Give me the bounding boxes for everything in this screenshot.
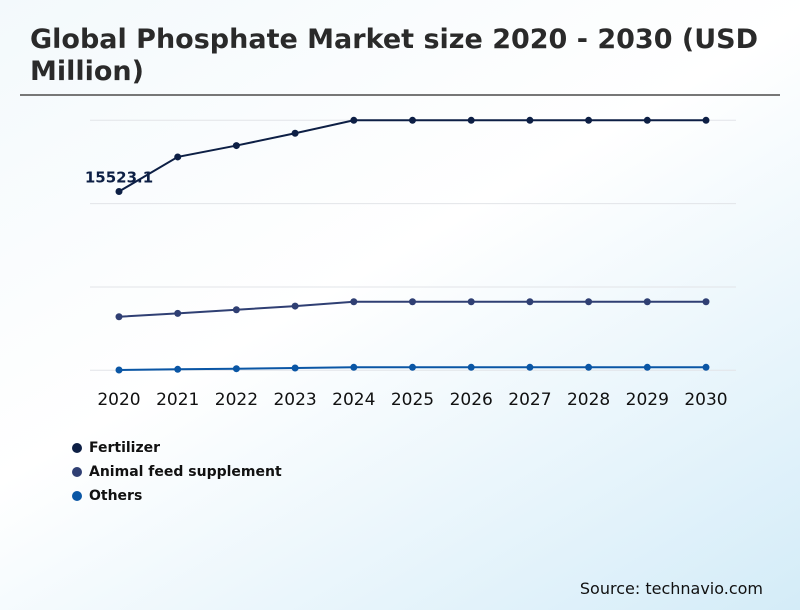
data-point	[526, 298, 534, 306]
x-tick-label: 2022	[215, 390, 258, 410]
data-point	[350, 116, 358, 124]
data-point	[702, 298, 710, 306]
data-label: 15523.1	[85, 169, 153, 187]
x-tick-label: 2028	[567, 390, 610, 410]
x-tick-label: 2021	[156, 390, 199, 410]
data-point	[643, 298, 651, 306]
data-point	[174, 365, 182, 373]
data-point	[467, 116, 475, 124]
legend-label: Animal feed supplement	[89, 464, 282, 480]
data-point	[643, 116, 651, 124]
data-point	[350, 363, 358, 371]
data-point	[467, 363, 475, 371]
data-point	[232, 365, 240, 373]
legend-marker-icon	[72, 467, 82, 477]
x-tick-label: 2025	[391, 390, 434, 410]
data-point	[350, 298, 358, 306]
data-point	[409, 298, 416, 306]
x-tick-label: 2029	[626, 390, 669, 410]
data-point	[115, 188, 123, 196]
data-point	[232, 306, 240, 314]
data-point	[467, 298, 475, 306]
data-point	[409, 363, 416, 371]
source-text: Source: technavio.com	[579, 579, 763, 598]
legend-label: Others	[89, 488, 143, 504]
data-point	[115, 366, 123, 374]
data-point	[643, 363, 651, 371]
legend-label: Fertilizer	[89, 440, 161, 456]
chart-title: Global Phosphate Market size 2020 - 2030…	[30, 24, 759, 87]
data-point	[409, 116, 416, 124]
legend-item: Fertilizer	[72, 436, 282, 460]
data-point	[174, 153, 182, 161]
data-point	[291, 364, 299, 372]
title-divider	[20, 94, 780, 96]
x-tick-label: 2023	[273, 390, 316, 410]
data-point	[232, 142, 240, 150]
data-point	[291, 302, 299, 310]
x-tick-label: 2027	[508, 390, 551, 410]
x-tick-label: 2030	[684, 390, 727, 410]
data-point	[115, 313, 123, 321]
x-tick-label: 2026	[450, 390, 493, 410]
line-chart: 2020 2021 2022 2023 2024 2025 2026 2027 2028 2029…	[85, 116, 736, 410]
x-tick-label: 2020	[97, 390, 140, 410]
data-point	[291, 129, 299, 137]
data-point	[702, 363, 710, 371]
data-point	[585, 116, 593, 124]
data-point	[526, 363, 534, 371]
legend-item: Others	[72, 484, 282, 508]
legend-item: Animal feed supplement	[72, 460, 282, 484]
data-point	[702, 116, 710, 124]
x-tick-label: 2024	[332, 390, 375, 410]
legend-marker-icon	[72, 491, 82, 501]
data-point	[585, 363, 593, 371]
data-point	[174, 309, 182, 317]
series-line-fertilizer	[118, 119, 706, 193]
data-point	[585, 298, 593, 306]
legend-marker-icon	[72, 443, 82, 453]
legend: Fertilizer Animal feed supplement Others	[72, 436, 282, 508]
data-point	[526, 116, 534, 124]
